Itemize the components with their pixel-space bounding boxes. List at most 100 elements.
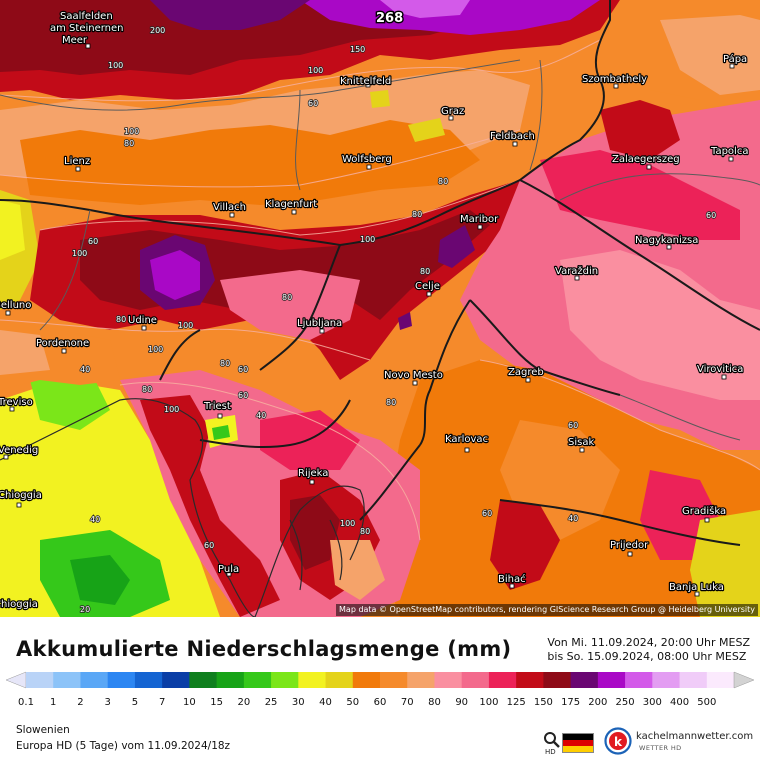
scale-tick-label: 175 [561, 697, 581, 708]
city-markers [3, 43, 735, 597]
scale-arrow-left [5, 671, 27, 689]
city-label-prijedor: Prijedor [610, 540, 649, 551]
city-dot [448, 115, 454, 121]
scale-swatch [80, 672, 109, 688]
city-dot [579, 447, 585, 453]
country-borders [0, 0, 760, 546]
city-dot [61, 348, 67, 354]
city-dot [5, 310, 11, 316]
contour-label: 150 [350, 45, 365, 54]
brand-block[interactable]: HD k kachelmannwetter.com WETTER HD [540, 727, 755, 757]
contour-label: 100 [72, 249, 87, 258]
contour-label: 100 [164, 405, 179, 414]
contour-label: 100 [308, 66, 323, 75]
precip-zone-north-pink [380, 0, 470, 18]
precip-zone-julian-violet [150, 250, 200, 300]
city-label-chioggia: Chioggia [0, 490, 42, 501]
scale-tick-label: 7 [158, 697, 166, 708]
city-label-zalaegerszeg: Zalaegerszeg [612, 154, 680, 165]
city-label-novo-mesto: Novo Mesto [384, 370, 443, 381]
precip-zone-north-purple [300, 0, 600, 35]
city-dot [3, 454, 9, 460]
scale-swatch [543, 672, 572, 688]
city-label-maribor: Maribor [460, 214, 499, 225]
legend-panel: Akkumulierte Niederschlagsmenge (mm) Von… [0, 617, 760, 760]
scale-tick-label: 500 [697, 697, 717, 708]
city-dot [525, 377, 531, 383]
precip-zone-bosnia-dark [490, 500, 560, 590]
scale-swatch [461, 672, 490, 688]
scale-swatch [352, 672, 381, 688]
city-label-belluno: Belluno [0, 300, 31, 311]
city-label-varazdin: Varaždin [555, 265, 598, 277]
contour-label: 100 [124, 127, 139, 136]
color-scale-bar [5, 671, 755, 689]
city-labels: Saalfelden am Steinernen Meer Knittelfeld … [0, 10, 750, 611]
city-dot [509, 583, 515, 589]
city-label-saalfelden: Saalfelden am Steinernen Meer [50, 11, 124, 46]
scale-swatch [189, 672, 218, 688]
scale-swatch [434, 672, 463, 688]
scale-swatch [325, 672, 354, 688]
city-label-udine: Udine [128, 315, 157, 326]
city-dot [721, 374, 727, 380]
city-label-rijeka: Rijeka [298, 468, 328, 479]
scale-swatch [162, 672, 190, 688]
precip-zone-zala-red [600, 100, 680, 160]
city-label-lienz: Lienz [64, 156, 90, 167]
city-label-triest: Triest [203, 401, 231, 412]
contour-label: 80 [282, 293, 292, 302]
map-attribution: Map data © OpenStreetMap contributors, r… [336, 604, 758, 616]
contour-label: 100 [360, 235, 375, 244]
scale-swatch [53, 672, 81, 688]
contour-label: 40 [80, 365, 90, 374]
city-dot [464, 447, 470, 453]
scale-tick-label: 100 [479, 697, 499, 708]
contour-label: 80 [220, 359, 230, 368]
city-label-papa: Pápa [723, 53, 747, 65]
city-label-villach: Villach [213, 202, 246, 213]
scale-tick-label: 20 [237, 697, 251, 708]
scale-swatch [679, 672, 708, 688]
city-label-pordenone: Pordenone [36, 338, 89, 349]
contour-label: 20 [80, 605, 90, 614]
city-dot [226, 571, 232, 577]
contour-label: 40 [90, 515, 100, 524]
scale-tick-label: 250 [615, 697, 635, 708]
precip-zone-small-purple [398, 312, 412, 330]
scale-swatch [597, 672, 626, 688]
precipitation-map-svg: 200 150 100 100 60 100 80 80 60 80 100 1… [0, 0, 760, 617]
contour-label: 80 [412, 210, 422, 219]
scale-swatch [298, 672, 327, 688]
precip-zone-trieste-green [212, 425, 230, 440]
scale-tick-label: 300 [642, 697, 662, 708]
brand-name[interactable]: kachelmannwetter.com [636, 731, 754, 742]
city-label-venedig: Venedig [0, 445, 38, 456]
search-hd-icon[interactable]: HD [543, 731, 561, 755]
city-dot [574, 275, 580, 281]
contour-label: 80 [420, 267, 430, 276]
contour-label: 40 [568, 514, 578, 523]
scale-tick-label: 80 [428, 697, 441, 708]
precipitation-map[interactable]: 200 150 100 100 60 100 80 80 60 80 100 1… [0, 0, 760, 617]
scale-tick-label: 15 [210, 697, 223, 708]
scale-tick-label: 125 [506, 697, 526, 708]
city-dot [366, 164, 372, 170]
flag-stripe [563, 739, 593, 746]
city-label-celje: Celje [415, 281, 440, 292]
chart-title: Akkumulierte Niederschlagsmenge (mm) [16, 637, 512, 661]
contour-label: 100 [340, 519, 355, 528]
kachelmann-logo-icon[interactable]: k [604, 727, 632, 755]
color-scale-labels: 0.1 1 2 3 5 7 10 15 20 25 30 40 50 60 70 80 90 100 125 150 1… [0, 697, 760, 711]
city-dot [16, 502, 22, 508]
scale-swatch [488, 672, 517, 688]
brand-subtitle: WETTER HD [639, 744, 682, 752]
scale-tick-label: 5 [131, 697, 139, 708]
precip-zone-austria-mid [20, 120, 480, 205]
scale-swatch [26, 672, 54, 688]
contour-label: 80 [360, 527, 370, 536]
scale-tick-label: 90 [455, 697, 469, 708]
city-dot [9, 406, 15, 412]
city-label-feldbach: Feldbach [490, 131, 535, 142]
scale-tick-label: 30 [291, 697, 305, 708]
